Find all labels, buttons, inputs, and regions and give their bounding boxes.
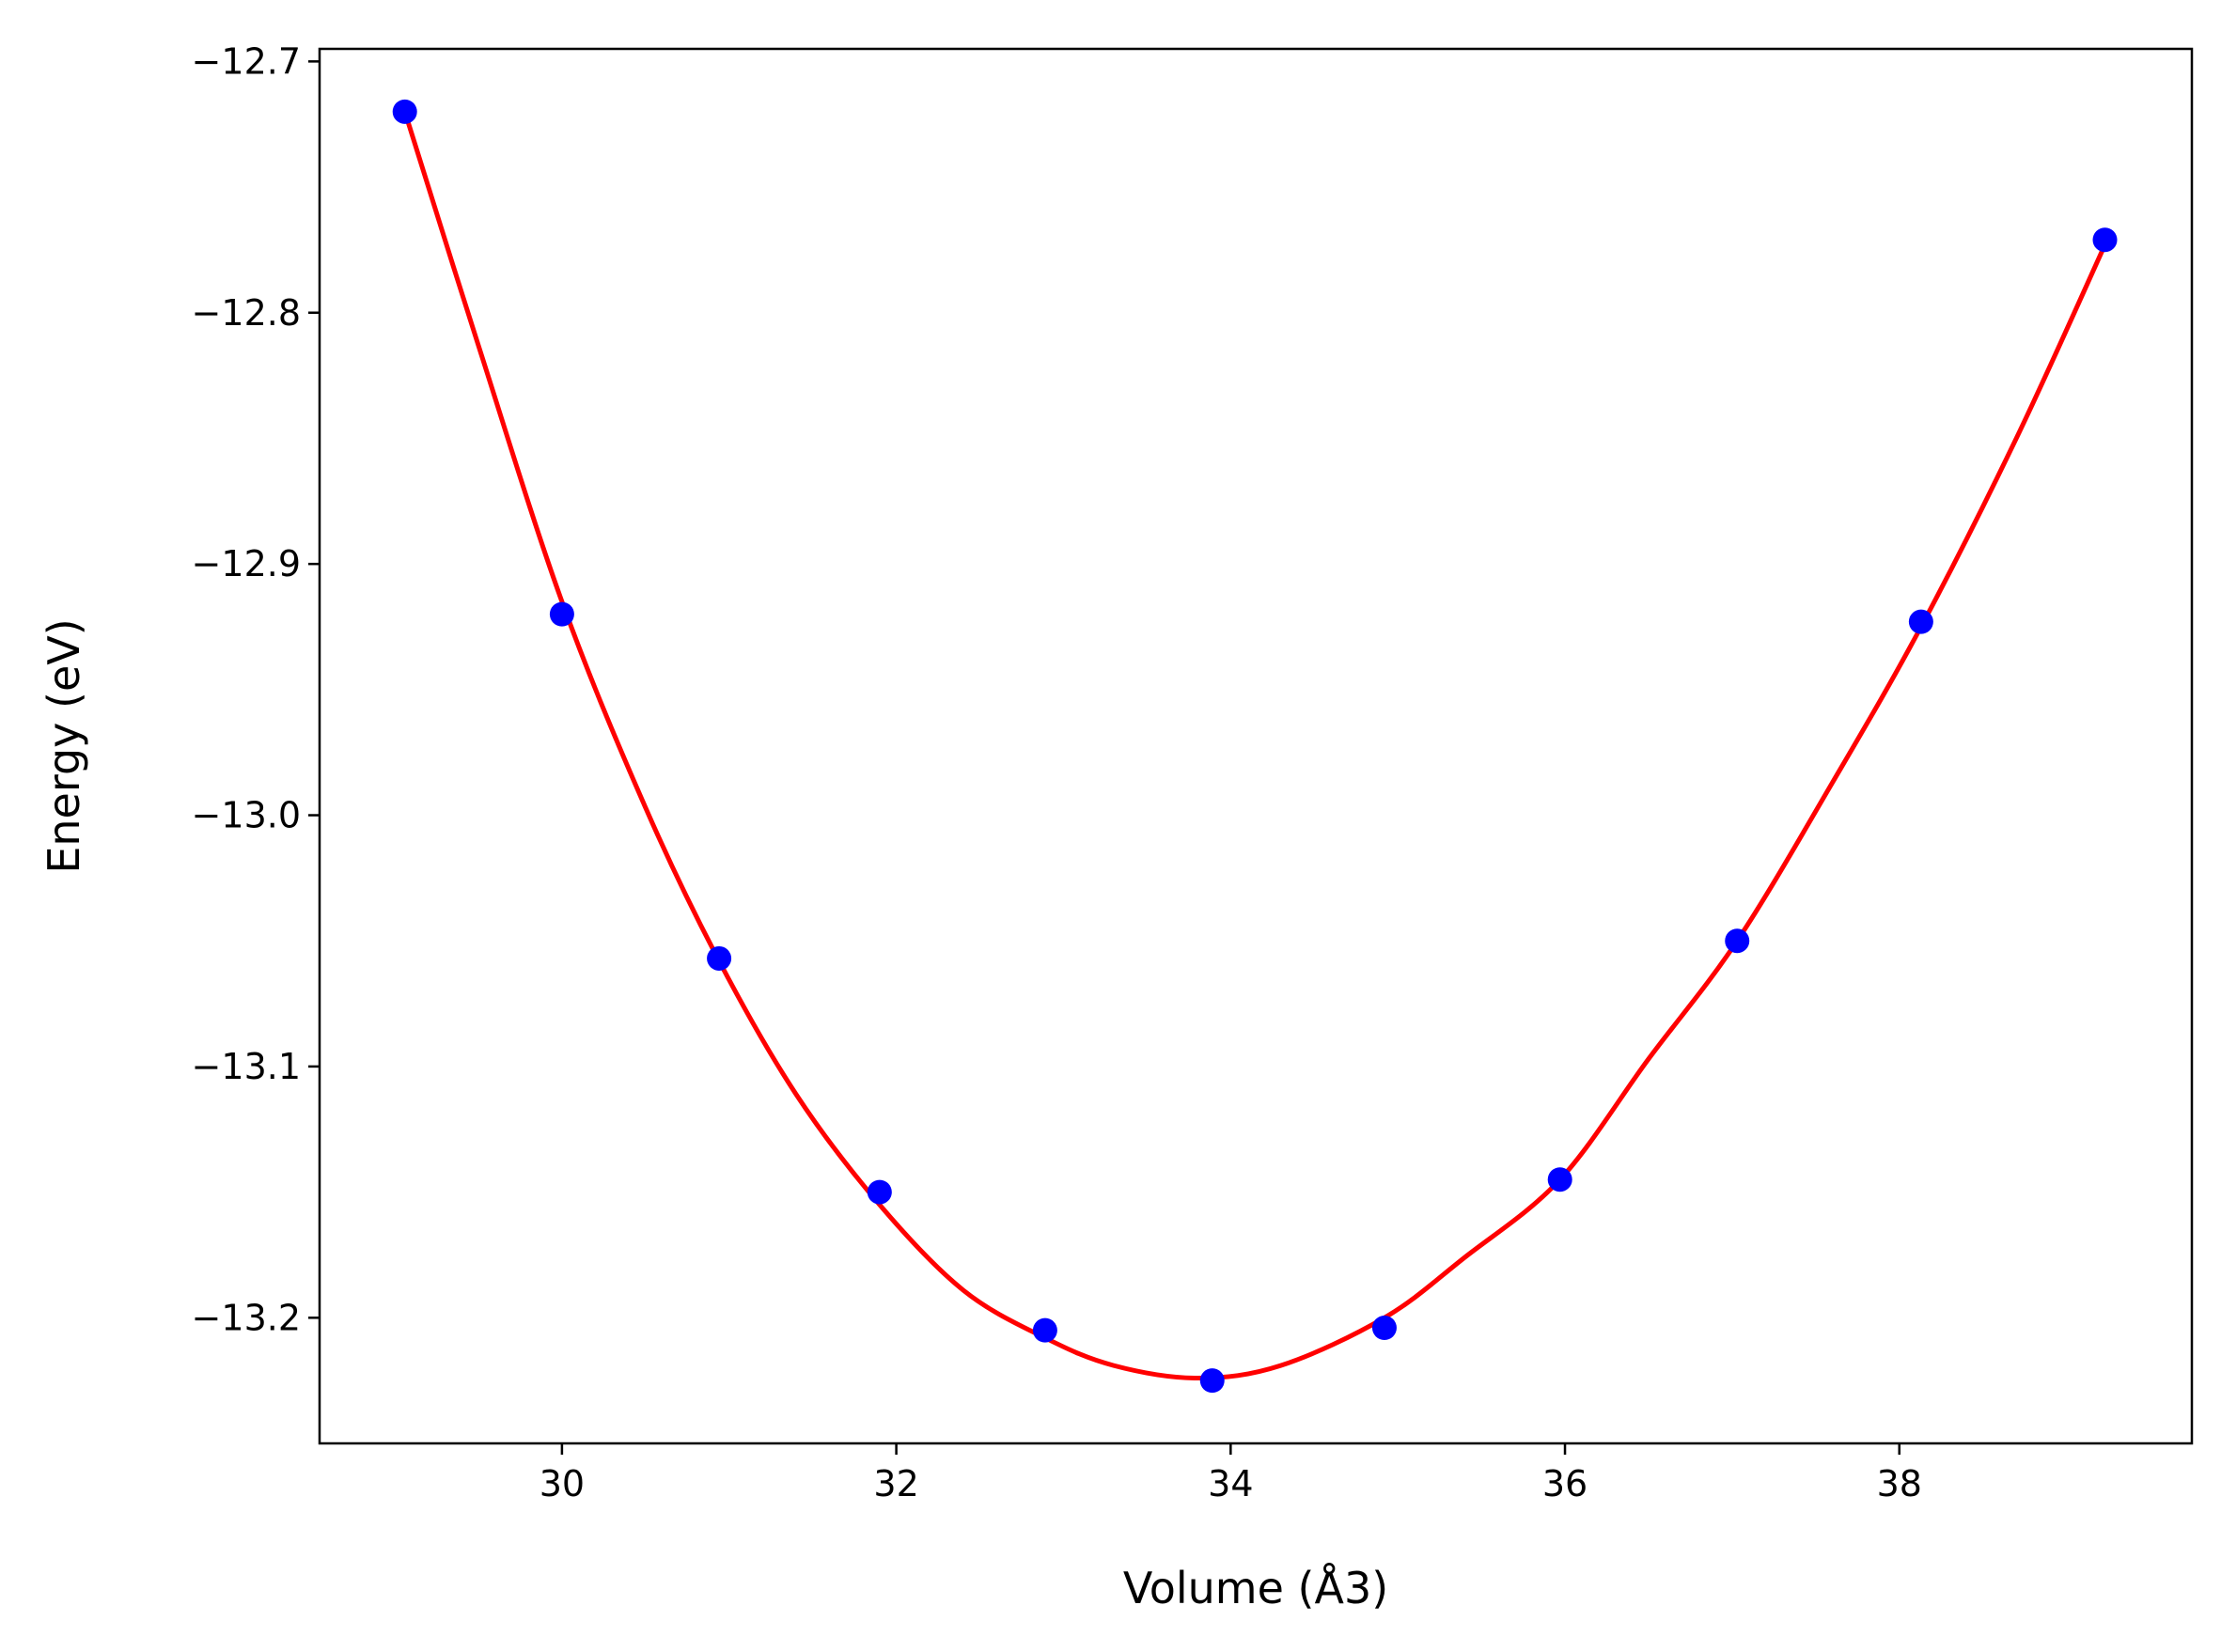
data-point (1547, 1167, 1572, 1192)
data-point (1199, 1368, 1225, 1394)
y-axis-ticks: −12.7 −12.8 −12.9 −13.0 −13.1 −13.2 (192, 40, 320, 1338)
y-tick-label: −12.9 (192, 543, 301, 584)
x-tick-label: 30 (540, 1463, 585, 1504)
y-axis-title: Energy (eV) (39, 618, 89, 873)
y-tick-label: −12.8 (192, 292, 301, 334)
y-tick-label: −13.0 (192, 795, 301, 836)
y-tick-label: −12.7 (192, 40, 301, 82)
data-point (707, 945, 732, 971)
y-tick-label: −13.1 (192, 1046, 301, 1087)
x-axis-ticks: 30 32 34 36 38 (540, 1443, 1922, 1504)
data-point (2092, 227, 2118, 253)
data-point (1725, 928, 1750, 954)
plot-area (320, 49, 2192, 1443)
x-axis-title: Volume (Å3) (1123, 1563, 1388, 1613)
fit-curve-layer (402, 111, 2107, 1380)
data-points-layer (392, 99, 2118, 1394)
x-tick-label: 38 (1877, 1463, 1922, 1504)
data-point (392, 99, 417, 124)
data-point (549, 601, 574, 627)
data-point (1371, 1316, 1397, 1341)
x-tick-label: 36 (1542, 1463, 1588, 1504)
y-tick-label: −13.2 (192, 1297, 301, 1338)
fit-curve (402, 111, 2107, 1380)
data-point (1032, 1317, 1057, 1343)
x-tick-label: 34 (1208, 1463, 1253, 1504)
data-point (1908, 609, 1933, 634)
x-tick-label: 32 (873, 1463, 918, 1504)
data-point (867, 1179, 892, 1205)
plot-frame (318, 47, 2194, 1445)
